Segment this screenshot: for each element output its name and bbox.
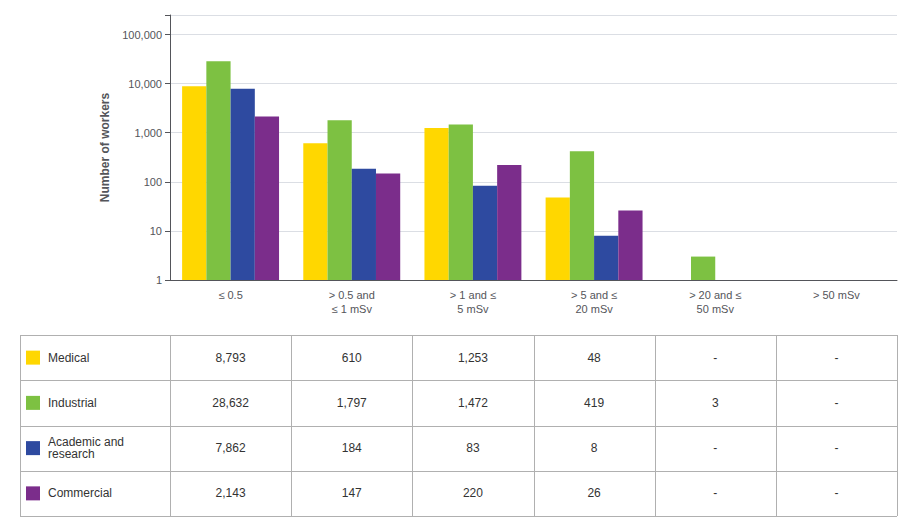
svg-text:7,862: 7,862 — [216, 441, 246, 455]
svg-text:28,632: 28,632 — [212, 396, 249, 410]
svg-text:1,253: 1,253 — [458, 351, 488, 365]
svg-text:419: 419 — [584, 396, 604, 410]
svg-text:> 20 and ≤: > 20 and ≤ — [689, 289, 741, 301]
svg-text:> 5 and ≤: > 5 and ≤ — [571, 289, 617, 301]
svg-text:10,000: 10,000 — [128, 78, 162, 90]
svg-text:5 mSv: 5 mSv — [457, 303, 489, 315]
svg-text:83: 83 — [466, 441, 480, 455]
svg-text:610: 610 — [342, 351, 362, 365]
svg-text:Academic and: Academic and — [48, 435, 124, 450]
svg-text:Number of workers: Number of workers — [98, 92, 112, 202]
svg-text:-: - — [834, 351, 838, 365]
svg-text:184: 184 — [342, 441, 362, 455]
svg-text:147: 147 — [342, 486, 362, 500]
svg-text:> 1 and ≤: > 1 and ≤ — [450, 289, 496, 301]
svg-text:10: 10 — [150, 225, 162, 237]
svg-text:1: 1 — [156, 274, 162, 286]
svg-text:220: 220 — [463, 486, 483, 500]
svg-text:8,793: 8,793 — [216, 351, 246, 365]
svg-text:50 mSv: 50 mSv — [697, 303, 735, 315]
svg-text:48: 48 — [587, 351, 601, 365]
svg-text:-: - — [713, 351, 717, 365]
svg-text:> 50 mSv: > 50 mSv — [813, 289, 860, 301]
svg-text:1,000: 1,000 — [134, 127, 162, 139]
svg-text:100: 100 — [144, 176, 162, 188]
svg-text:-: - — [713, 441, 717, 455]
svg-text:Industrial: Industrial — [48, 396, 97, 410]
svg-text:1,797: 1,797 — [337, 396, 367, 410]
svg-text:100,000: 100,000 — [122, 29, 162, 41]
svg-text:-: - — [713, 486, 717, 500]
svg-text:Commercial: Commercial — [48, 486, 112, 500]
svg-text:Medical: Medical — [48, 351, 89, 365]
svg-text:-: - — [834, 486, 838, 500]
svg-text:2,143: 2,143 — [216, 486, 246, 500]
svg-text:1,472: 1,472 — [458, 396, 488, 410]
svg-text:26: 26 — [587, 486, 601, 500]
svg-text:≤ 1 mSv: ≤ 1 mSv — [332, 303, 373, 315]
svg-text:3: 3 — [712, 396, 719, 410]
svg-text:-: - — [834, 441, 838, 455]
svg-text:-: - — [834, 396, 838, 410]
svg-text:> 0.5 and: > 0.5 and — [329, 289, 375, 301]
svg-text:8: 8 — [591, 441, 598, 455]
svg-text:20 mSv: 20 mSv — [575, 303, 613, 315]
svg-text:≤ 0.5: ≤ 0.5 — [218, 289, 242, 301]
svg-text:research: research — [48, 447, 95, 461]
